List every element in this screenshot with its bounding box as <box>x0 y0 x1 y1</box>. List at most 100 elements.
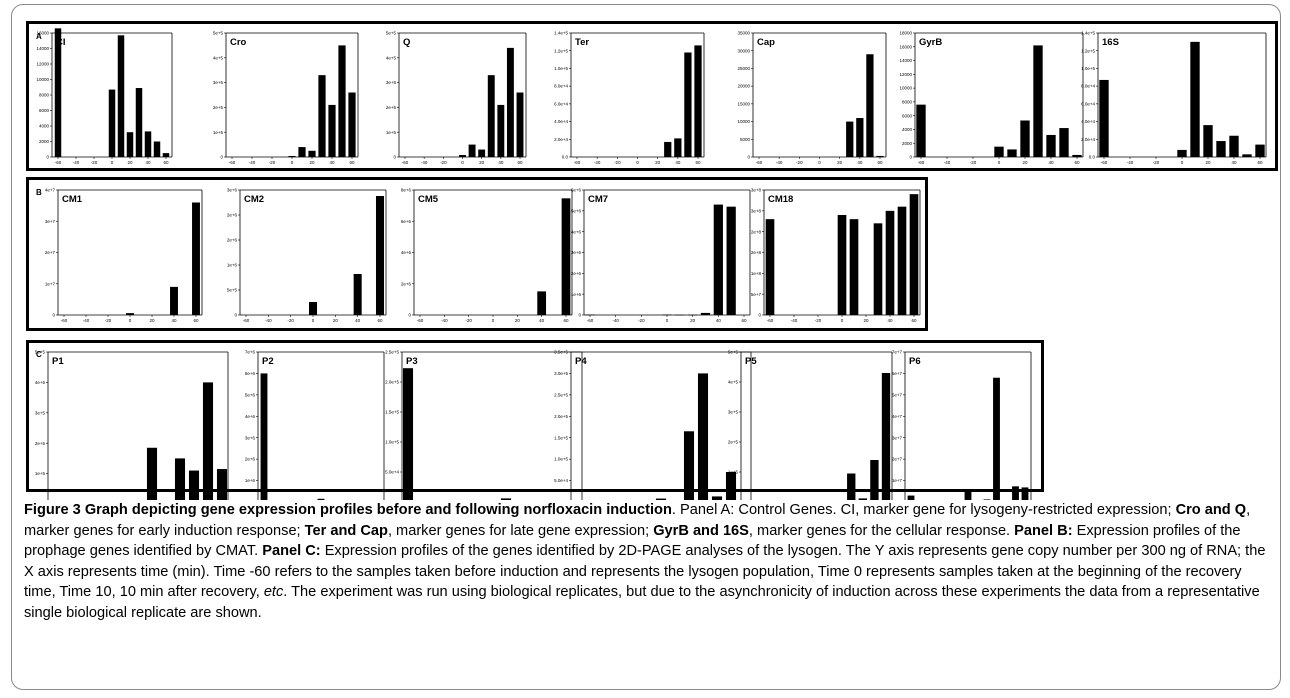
chart-title: Cap <box>757 37 775 48</box>
bar <box>725 472 737 500</box>
chart-P2: P201e+62e+63e+64e+65e+66e+67e+6-60-40-20… <box>245 350 385 500</box>
x-tick-label: 40 <box>355 318 361 323</box>
bar <box>858 498 868 500</box>
y-tick-label: 2e+6 <box>245 457 256 462</box>
x-tick-label: -20 <box>1153 160 1160 165</box>
caption-text-2: , marker genes for early induction respo… <box>24 502 1251 539</box>
y-tick-label: 30000 <box>737 48 750 53</box>
x-tick-label: 0 <box>636 160 639 165</box>
y-tick-label: 3e+6 <box>227 188 238 193</box>
chart-title: CM18 <box>768 194 793 205</box>
bar <box>1033 45 1043 157</box>
x-tick-label: 60 <box>193 318 199 323</box>
bar <box>288 156 296 157</box>
y-tick-label: 3e+5 <box>728 410 739 415</box>
y-tick-label: 2e+5 <box>386 105 397 110</box>
x-tick-label: 40 <box>145 160 151 165</box>
x-tick-label: -60 <box>229 160 236 165</box>
bar <box>837 215 847 315</box>
bar <box>468 144 476 157</box>
x-tick-label: 0 <box>129 318 132 323</box>
bar <box>308 302 318 315</box>
y-tick-label: 6000 <box>902 113 913 118</box>
panel-a-letter: A <box>36 32 42 41</box>
y-tick-label: 5e+5 <box>213 31 224 36</box>
y-tick-label: 0 <box>578 313 581 318</box>
y-tick-label: 2.5e+5 <box>554 392 568 397</box>
y-tick-label: 6.0e+4 <box>1081 101 1095 106</box>
y-tick-label: 1.4e+5 <box>1081 31 1095 36</box>
x-tick-label: 60 <box>349 160 355 165</box>
chart-title: Cro <box>230 37 247 48</box>
y-tick-label: 2e+5 <box>35 441 46 446</box>
y-tick-label: 5e+7 <box>751 292 762 297</box>
x-tick-label: -20 <box>796 160 803 165</box>
y-tick-label: 5.0e+4 <box>385 470 399 475</box>
caption-bold-3: GyrB and 16S <box>653 522 749 539</box>
chart-CM7: CM7 0 1e+6 2e+6 3e+6 4e+6 5e+6 6e+6 -60 -40 -20 0 20… <box>571 188 751 323</box>
bar <box>664 141 672 157</box>
bar <box>964 491 972 500</box>
bar <box>697 373 709 500</box>
y-tick-label: 2000 <box>39 139 50 144</box>
bar <box>487 75 495 157</box>
y-tick-label: 5e+6 <box>571 208 582 213</box>
y-tick-label: 6e+6 <box>245 371 256 376</box>
bar <box>983 499 991 500</box>
chart-title: P6 <box>909 356 921 367</box>
x-tick-label: 20 <box>479 160 485 165</box>
bar <box>497 104 505 157</box>
charts-svg: CI0200040006000800010000120001400016000-… <box>35 28 1267 500</box>
y-tick-label: 4e+6 <box>401 250 412 255</box>
bar <box>711 496 723 500</box>
x-tick-label: 40 <box>1048 160 1054 165</box>
y-tick-label: 15000 <box>737 101 750 106</box>
bar <box>192 202 200 315</box>
y-tick-label: 16000 <box>36 31 49 36</box>
x-tick-label: 40 <box>887 318 893 323</box>
x-tick-label: -60 <box>55 160 62 165</box>
y-tick-label: 14000 <box>899 58 912 63</box>
bar <box>847 473 856 500</box>
x-tick-label: 40 <box>329 160 335 165</box>
x-tick-label: -20 <box>638 318 645 323</box>
chart-title: P4 <box>575 356 587 367</box>
chart-title: GyrB <box>919 37 942 48</box>
bar <box>353 274 362 315</box>
y-tick-label: 2000 <box>902 141 913 146</box>
x-tick-label: -40 <box>83 318 90 323</box>
x-tick-label: 0 <box>818 160 821 165</box>
bar <box>1020 120 1030 157</box>
x-tick-label: 0 <box>312 318 315 323</box>
y-tick-label: 0 <box>758 313 761 318</box>
bar <box>916 104 926 157</box>
y-tick-label: 1e+6 <box>245 478 256 483</box>
y-tick-label: 4e+6 <box>245 414 256 419</box>
y-tick-label: 2e+6 <box>401 281 412 286</box>
y-tick-label: 7e+6 <box>245 350 256 355</box>
y-tick-label: 3.5e+5 <box>554 350 568 355</box>
x-tick-label: 40 <box>171 318 177 323</box>
y-tick-label: 7e+7 <box>892 350 903 355</box>
x-tick-label: 0 <box>998 160 1001 165</box>
y-tick-label: 5.0e+4 <box>554 478 568 483</box>
y-tick-label: 0 <box>46 155 49 160</box>
y-tick-label: 1e+8 <box>751 271 762 276</box>
x-tick-label: 60 <box>741 318 747 323</box>
bar <box>585 314 595 316</box>
x-tick-label: -20 <box>970 160 977 165</box>
y-tick-label: 1.2e+5 <box>1081 48 1095 53</box>
y-tick-label: 4.0e+4 <box>1081 119 1095 124</box>
x-tick-label: -40 <box>612 318 619 323</box>
y-tick-label: 6000 <box>39 108 50 113</box>
bar <box>765 219 775 315</box>
y-tick-label: 3e+6 <box>245 435 256 440</box>
bar <box>478 149 486 157</box>
x-tick-label: -40 <box>776 160 783 165</box>
x-tick-label: 60 <box>377 318 383 323</box>
y-tick-label: 8000 <box>902 99 913 104</box>
bar <box>662 314 672 316</box>
bar <box>1242 154 1252 157</box>
y-tick-label: 10000 <box>36 77 49 82</box>
y-tick-label: 1.0e+5 <box>1081 66 1095 71</box>
